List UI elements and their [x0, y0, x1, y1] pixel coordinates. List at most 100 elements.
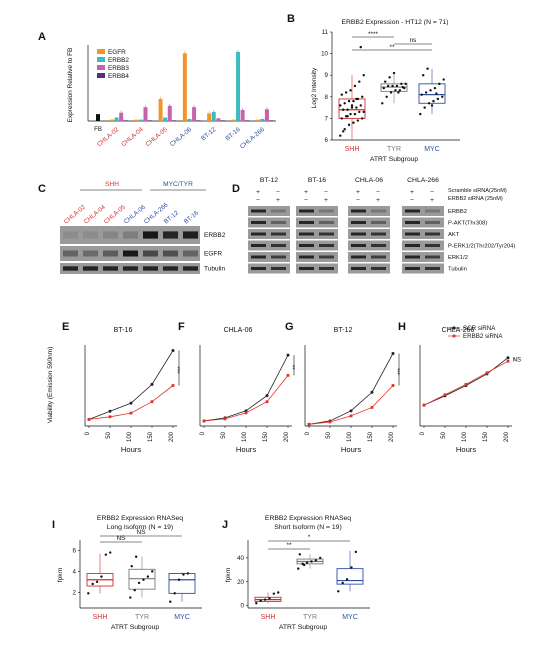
- y-tick-label: 8: [325, 94, 329, 101]
- x-tick-label: 0: [420, 431, 426, 435]
- group-label: TYR: [387, 146, 401, 153]
- data-point: [370, 390, 374, 394]
- data-point: [130, 564, 133, 568]
- legend-label: ERBB2: [108, 57, 129, 64]
- bar-erbb3-chla-04: [143, 107, 148, 121]
- cell-line-label: CHLA-06: [355, 177, 383, 184]
- y-axis-label: Viability (Emission 590nm): [47, 347, 54, 423]
- data-point: [349, 409, 353, 413]
- data-point: [339, 104, 342, 107]
- x-tick-label: 100: [242, 431, 248, 442]
- data-point: [400, 82, 403, 86]
- data-point: [391, 384, 395, 387]
- panel-letter: H: [398, 321, 406, 333]
- data-point: [386, 84, 390, 88]
- data-point: [401, 85, 404, 89]
- chart-subtitle: Long Isoform (N = 19): [107, 524, 173, 531]
- data-point: [298, 553, 301, 556]
- data-point: [302, 563, 306, 567]
- blot-strip: [296, 240, 338, 251]
- blot-band: [143, 231, 158, 239]
- blot-strip: [348, 240, 390, 251]
- blot-band: [271, 255, 286, 259]
- bar-erbb4-chla-05: [172, 120, 177, 121]
- bar-erbb4-chla-04: [148, 120, 153, 121]
- blot-band: [183, 231, 198, 239]
- bar-erbb2-bt-12: [211, 112, 216, 121]
- y-tick-label: 11: [322, 29, 329, 36]
- data-point: [394, 89, 397, 92]
- band-label: Tubulin: [204, 266, 225, 273]
- blot-band: [299, 221, 314, 224]
- blot-strip: [248, 252, 290, 262]
- x-tick-label: 200: [169, 431, 175, 442]
- sig-label: ***: [398, 367, 404, 375]
- minus-sign: −: [256, 197, 260, 204]
- y-axis-label: fpkm: [57, 567, 64, 582]
- blot-band: [299, 255, 314, 259]
- chart-title: BT-12: [334, 327, 353, 334]
- series-line: [88, 350, 174, 420]
- band-label: P-ERK1/2(Thr202/Tyr204): [448, 244, 515, 250]
- x-axis-label: ATRT Subgroup: [111, 624, 160, 631]
- data-point: [398, 89, 402, 92]
- bar-erbb3-chla-05: [167, 105, 172, 121]
- group-label: SHH: [261, 614, 276, 621]
- cell-line-label: CHLA-266: [407, 177, 439, 184]
- data-point: [129, 596, 132, 599]
- blot-strip: [402, 229, 444, 239]
- y-tick-label: 2: [73, 589, 77, 596]
- x-tick-label: 50: [106, 431, 112, 438]
- y-axis-label: Log2 Intensity: [311, 67, 318, 108]
- y-tick-label: 7: [325, 115, 329, 122]
- blot-band: [103, 231, 118, 239]
- y-tick-label: 10: [321, 51, 328, 58]
- category-label: CHLA-06: [169, 126, 194, 148]
- blot-strip: [348, 252, 390, 262]
- data-point: [427, 102, 431, 105]
- blot-strip: [296, 229, 338, 239]
- data-point: [244, 411, 248, 415]
- data-point: [171, 349, 175, 353]
- blot-band: [371, 221, 386, 224]
- blot-strip: [296, 206, 338, 216]
- condition-label: ERBB2 siRNA (25nM): [448, 196, 503, 202]
- x-axis-label: Hours: [121, 445, 141, 454]
- blot-band: [143, 250, 158, 257]
- blot-band: [425, 244, 440, 247]
- blot-band: [251, 209, 266, 213]
- blot-strip: [248, 206, 290, 216]
- blot-band: [103, 266, 118, 271]
- blot-band: [371, 209, 386, 213]
- data-point: [277, 591, 280, 594]
- bar-egfr-bt-12: [207, 113, 212, 121]
- x-tick-label: 50: [441, 431, 447, 438]
- blot-band: [123, 250, 138, 257]
- data-point: [319, 556, 322, 560]
- bar-egfr-chla-05: [158, 98, 163, 121]
- blot-band: [405, 232, 420, 236]
- data-point: [173, 592, 176, 595]
- data-point: [349, 414, 353, 418]
- data-point: [346, 115, 349, 118]
- data-point: [133, 589, 136, 592]
- data-point: [430, 104, 434, 107]
- sig-label: ***: [178, 366, 184, 374]
- fb-label: FB: [94, 127, 102, 133]
- data-point: [404, 82, 407, 86]
- data-point: [272, 592, 276, 595]
- bar-erbb3-chla-02: [119, 112, 124, 121]
- blot-band: [319, 209, 334, 213]
- blot-strip: [248, 229, 290, 239]
- x-tick-label: 0: [200, 431, 206, 435]
- group-label: TYR: [135, 614, 149, 621]
- bar-egfr-chla-266: [255, 119, 260, 121]
- blot-band: [271, 244, 286, 247]
- panel-letter: C: [38, 183, 46, 195]
- blot-band: [405, 221, 420, 224]
- plus-sign: +: [256, 189, 260, 196]
- band-label: AKT: [448, 232, 460, 238]
- sig-label: ns: [410, 37, 418, 44]
- legend-label: ERBB2 siRNA: [463, 333, 503, 340]
